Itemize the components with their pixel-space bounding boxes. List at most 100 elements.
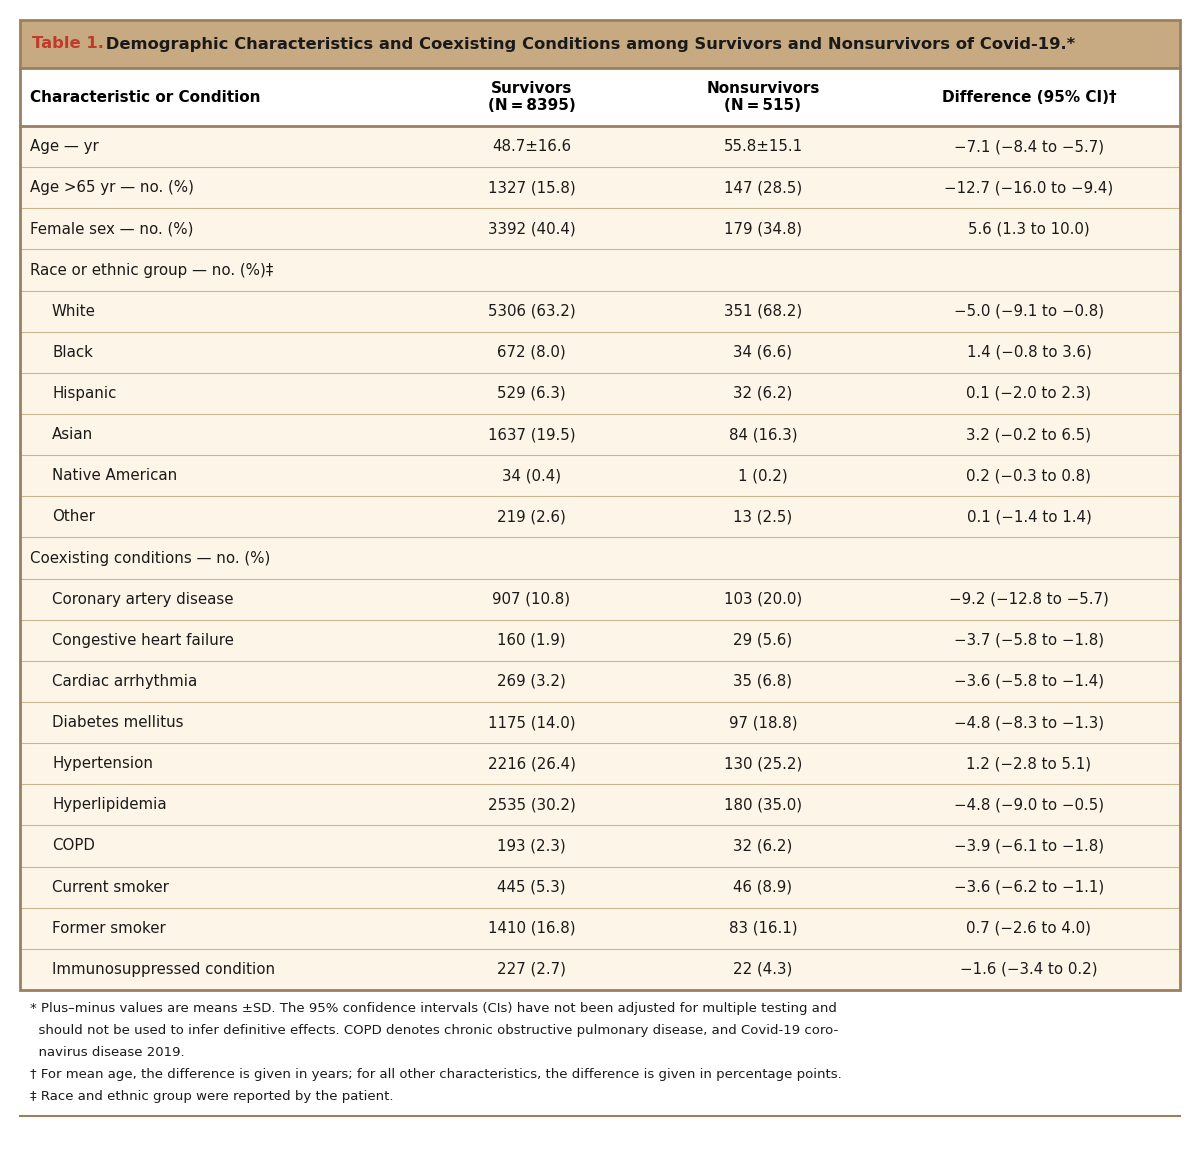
Text: 83 (16.1): 83 (16.1) (728, 921, 797, 936)
Text: Asian: Asian (52, 427, 94, 442)
Text: 3392 (40.4): 3392 (40.4) (487, 222, 575, 237)
Text: Female sex — no. (%): Female sex — no. (%) (30, 222, 193, 237)
Text: −3.7 (−5.8 to −1.8): −3.7 (−5.8 to −1.8) (954, 633, 1104, 647)
Text: 46 (8.9): 46 (8.9) (733, 879, 792, 894)
Bar (20, 68, 1180, 126)
Text: 160 (1.9): 160 (1.9) (497, 633, 566, 647)
Text: −5.0 (−9.1 to −0.8): −5.0 (−9.1 to −0.8) (954, 304, 1104, 319)
Bar (20, 414, 1180, 455)
Text: 0.7 (−2.6 to 4.0): 0.7 (−2.6 to 4.0) (966, 921, 1092, 936)
Text: Age >65 yr — no. (%): Age >65 yr — no. (%) (30, 180, 194, 195)
Text: Hyperlipidemia: Hyperlipidemia (52, 797, 167, 812)
Text: −4.8 (−8.3 to −1.3): −4.8 (−8.3 to −1.3) (954, 715, 1104, 730)
Text: 1.4 (−0.8 to 3.6): 1.4 (−0.8 to 3.6) (966, 345, 1092, 360)
Text: 84 (16.3): 84 (16.3) (728, 427, 797, 442)
Text: Survivors
(N = 8395): Survivors (N = 8395) (487, 81, 575, 114)
Text: Table 1.: Table 1. (32, 36, 104, 51)
Text: 97 (18.8): 97 (18.8) (728, 715, 797, 730)
Text: 180 (35.0): 180 (35.0) (724, 797, 802, 812)
Bar (20, 867, 1180, 908)
Text: 227 (2.7): 227 (2.7) (497, 962, 566, 977)
Bar (20, 744, 1180, 784)
Text: 1327 (15.8): 1327 (15.8) (487, 180, 575, 195)
Text: −3.6 (−5.8 to −1.4): −3.6 (−5.8 to −1.4) (954, 674, 1104, 689)
Text: 34 (6.6): 34 (6.6) (733, 345, 792, 360)
Text: 0.2 (−0.3 to 0.8): 0.2 (−0.3 to 0.8) (966, 469, 1092, 484)
Text: Demographic Characteristics and Coexisting Conditions among Survivors and Nonsur: Demographic Characteristics and Coexisti… (100, 36, 1075, 51)
Text: 193 (2.3): 193 (2.3) (497, 839, 566, 854)
Text: 672 (8.0): 672 (8.0) (497, 345, 566, 360)
Text: 219 (2.6): 219 (2.6) (497, 509, 566, 524)
Bar (20, 20, 1180, 68)
Bar (20, 126, 1180, 167)
Bar (20, 249, 1180, 290)
Bar (20, 372, 1180, 414)
Bar (20, 702, 1180, 744)
Text: 269 (3.2): 269 (3.2) (497, 674, 566, 689)
Text: 1 (0.2): 1 (0.2) (738, 469, 788, 484)
Text: 32 (6.2): 32 (6.2) (733, 386, 793, 401)
Text: 1637 (19.5): 1637 (19.5) (487, 427, 575, 442)
Text: Race or ethnic group — no. (%)‡: Race or ethnic group — no. (%)‡ (30, 262, 274, 277)
Text: 130 (25.2): 130 (25.2) (724, 756, 802, 771)
Text: 0.1 (−2.0 to 2.3): 0.1 (−2.0 to 2.3) (966, 386, 1092, 401)
Text: 2535 (30.2): 2535 (30.2) (487, 797, 576, 812)
Text: 13 (2.5): 13 (2.5) (733, 509, 793, 524)
Text: 907 (10.8): 907 (10.8) (492, 592, 570, 607)
Text: 29 (5.6): 29 (5.6) (733, 633, 793, 647)
Text: Current smoker: Current smoker (52, 879, 169, 894)
Bar (20, 537, 1180, 579)
Bar (20, 455, 1180, 496)
Bar (20, 619, 1180, 661)
Text: 351 (68.2): 351 (68.2) (724, 304, 802, 319)
Bar (20, 209, 1180, 249)
Text: 34 (0.4): 34 (0.4) (502, 469, 562, 484)
Bar (20, 332, 1180, 372)
Text: Hispanic: Hispanic (52, 386, 116, 401)
Text: Former smoker: Former smoker (52, 921, 166, 936)
Text: −3.9 (−6.1 to −1.8): −3.9 (−6.1 to −1.8) (954, 839, 1104, 854)
Text: 0.1 (−1.4 to 1.4): 0.1 (−1.4 to 1.4) (966, 509, 1092, 524)
Bar (20, 579, 1180, 619)
Text: Cardiac arrhythmia: Cardiac arrhythmia (52, 674, 197, 689)
Text: Congestive heart failure: Congestive heart failure (52, 633, 234, 647)
Text: 2216 (26.4): 2216 (26.4) (487, 756, 576, 771)
Bar (20, 784, 1180, 826)
Text: Immunosuppressed condition: Immunosuppressed condition (52, 962, 275, 977)
Text: Other: Other (52, 509, 95, 524)
Text: −12.7 (−16.0 to −9.4): −12.7 (−16.0 to −9.4) (944, 180, 1114, 195)
Text: Coexisting conditions — no. (%): Coexisting conditions — no. (%) (30, 551, 270, 566)
Text: −3.6 (−6.2 to −1.1): −3.6 (−6.2 to −1.1) (954, 879, 1104, 894)
Text: 179 (34.8): 179 (34.8) (724, 222, 802, 237)
Text: −7.1 (−8.4 to −5.7): −7.1 (−8.4 to −5.7) (954, 139, 1104, 154)
Text: Black: Black (52, 345, 92, 360)
Text: † For mean age, the difference is given in years; for all other characteristics,: † For mean age, the difference is given … (30, 1068, 841, 1081)
Text: * Plus–minus values are means ±SD. The 95% confidence intervals (CIs) have not b: * Plus–minus values are means ±SD. The 9… (30, 1002, 836, 1015)
Text: 32 (6.2): 32 (6.2) (733, 839, 793, 854)
Bar (20, 20, 1180, 989)
Text: Characteristic or Condition: Characteristic or Condition (30, 89, 260, 104)
Text: −9.2 (−12.8 to −5.7): −9.2 (−12.8 to −5.7) (949, 592, 1109, 607)
Text: 3.2 (−0.2 to 6.5): 3.2 (−0.2 to 6.5) (966, 427, 1092, 442)
Text: 22 (4.3): 22 (4.3) (733, 962, 793, 977)
Text: −1.6 (−3.4 to 0.2): −1.6 (−3.4 to 0.2) (960, 962, 1098, 977)
Text: −4.8 (−9.0 to −0.5): −4.8 (−9.0 to −0.5) (954, 797, 1104, 812)
Bar (20, 290, 1180, 332)
Text: ‡ Race and ethnic group were reported by the patient.: ‡ Race and ethnic group were reported by… (30, 1090, 394, 1103)
Text: 5306 (63.2): 5306 (63.2) (487, 304, 575, 319)
Text: Diabetes mellitus: Diabetes mellitus (52, 715, 184, 730)
Text: 5.6 (1.3 to 10.0): 5.6 (1.3 to 10.0) (968, 222, 1090, 237)
Text: 1410 (16.8): 1410 (16.8) (487, 921, 575, 936)
Text: Native American: Native American (52, 469, 178, 484)
Text: Age — yr: Age — yr (30, 139, 98, 154)
Text: 35 (6.8): 35 (6.8) (733, 674, 792, 689)
Text: Nonsurvivors
(N = 515): Nonsurvivors (N = 515) (707, 81, 820, 114)
Text: White: White (52, 304, 96, 319)
Text: COPD: COPD (52, 839, 95, 854)
Text: should not be used to infer definitive effects. COPD denotes chronic obstructive: should not be used to infer definitive e… (30, 1024, 839, 1037)
Text: 529 (6.3): 529 (6.3) (497, 386, 566, 401)
Text: 1175 (14.0): 1175 (14.0) (487, 715, 575, 730)
Text: 48.7±16.6: 48.7±16.6 (492, 139, 571, 154)
Text: 1.2 (−2.8 to 5.1): 1.2 (−2.8 to 5.1) (966, 756, 1092, 771)
Bar (20, 661, 1180, 702)
